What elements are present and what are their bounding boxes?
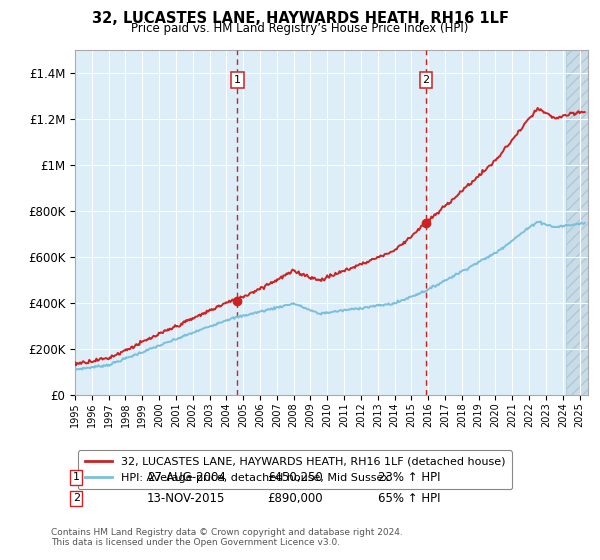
Text: 1: 1 <box>234 75 241 85</box>
Text: 27-AUG-2004: 27-AUG-2004 <box>147 470 226 484</box>
Text: £450,250: £450,250 <box>267 470 323 484</box>
Text: 13-NOV-2015: 13-NOV-2015 <box>147 492 226 505</box>
Bar <box>566 50 588 395</box>
Text: £890,000: £890,000 <box>267 492 323 505</box>
Text: 2: 2 <box>422 75 430 85</box>
Text: 1: 1 <box>73 472 80 482</box>
Text: 2: 2 <box>73 493 80 503</box>
Text: 65% ↑ HPI: 65% ↑ HPI <box>378 492 440 505</box>
Legend: 32, LUCASTES LANE, HAYWARDS HEATH, RH16 1LF (detached house), HPI: Average price: 32, LUCASTES LANE, HAYWARDS HEATH, RH16 … <box>78 450 512 489</box>
Text: Price paid vs. HM Land Registry’s House Price Index (HPI): Price paid vs. HM Land Registry’s House … <box>131 22 469 35</box>
Text: This data is licensed under the Open Government Licence v3.0.: This data is licensed under the Open Gov… <box>51 538 340 547</box>
Text: 32, LUCASTES LANE, HAYWARDS HEATH, RH16 1LF: 32, LUCASTES LANE, HAYWARDS HEATH, RH16 … <box>91 11 509 26</box>
Text: 23% ↑ HPI: 23% ↑ HPI <box>378 470 440 484</box>
Text: Contains HM Land Registry data © Crown copyright and database right 2024.: Contains HM Land Registry data © Crown c… <box>51 528 403 536</box>
